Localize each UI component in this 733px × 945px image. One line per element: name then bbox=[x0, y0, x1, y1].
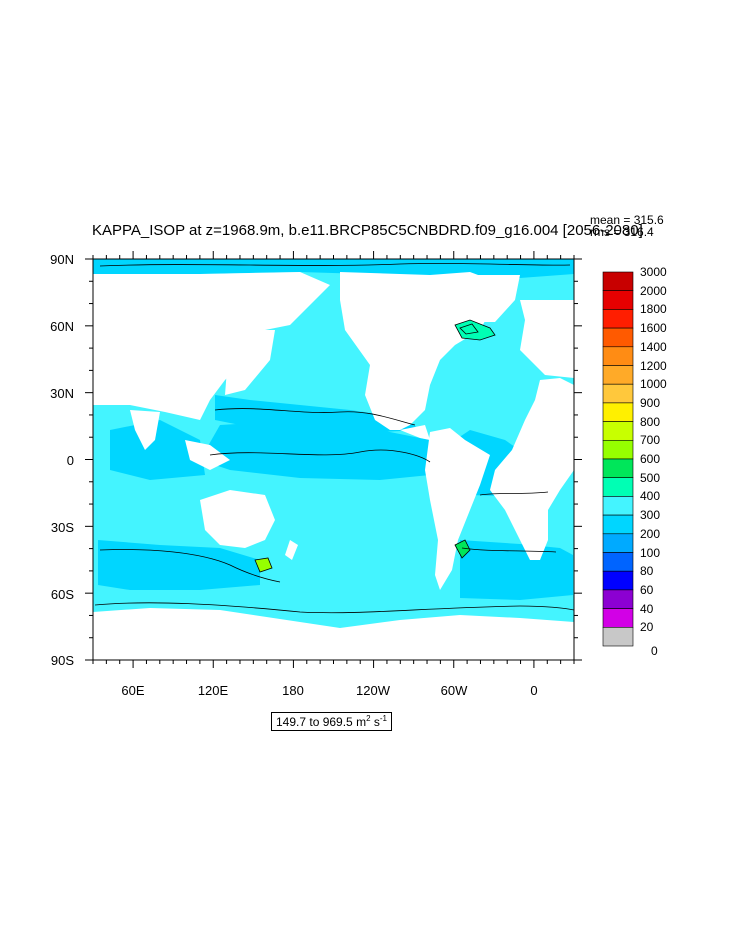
colorbar-level-label: 40 bbox=[640, 601, 654, 616]
map-field bbox=[93, 259, 574, 660]
india bbox=[130, 410, 160, 450]
south-america bbox=[425, 428, 490, 590]
equatorial-pacific-band bbox=[200, 420, 430, 480]
indian-ocean-north-zone bbox=[110, 420, 205, 480]
africa bbox=[490, 378, 574, 560]
eurasia bbox=[93, 272, 330, 420]
range-unit-s-exp: -1 bbox=[379, 714, 387, 723]
maritime-islands bbox=[185, 440, 230, 470]
contour-south-atlantic bbox=[461, 547, 557, 553]
central-america bbox=[400, 425, 430, 440]
colorbar-level-label: 900 bbox=[640, 395, 661, 410]
axis-ticks bbox=[85, 251, 582, 668]
lat-label-90s: 90S bbox=[50, 653, 74, 668]
tasman-patch bbox=[254, 557, 273, 573]
eurasia-east bbox=[225, 330, 275, 395]
colorbar-level-label: 800 bbox=[640, 414, 661, 429]
contour-arctic bbox=[99, 263, 571, 267]
new-zealand bbox=[285, 540, 298, 560]
greenland bbox=[440, 275, 520, 322]
lat-label-equator: 0 bbox=[66, 453, 74, 468]
south-atlantic-patch bbox=[454, 539, 471, 559]
colorbar-level-label: 100 bbox=[640, 545, 661, 560]
range-unit-s: s bbox=[370, 715, 380, 729]
lon-label-60w: 60W bbox=[440, 683, 468, 698]
colorbar-level-label: 700 bbox=[640, 433, 661, 448]
range-unit-m-exp: 2 bbox=[366, 714, 371, 723]
contour-equatorial bbox=[209, 449, 431, 463]
high-value-patches bbox=[254, 319, 496, 573]
value-range-box: 149.7 to 969.5 m2 s-1 bbox=[271, 712, 392, 731]
colorbar-level-label: 300 bbox=[640, 508, 661, 523]
colorbar-level-label: 1400 bbox=[640, 339, 667, 354]
southern-atlantic-zone bbox=[460, 540, 573, 600]
antarctica bbox=[93, 608, 574, 660]
europe-north-africa bbox=[520, 300, 574, 378]
southern-ocean-indian-zone bbox=[98, 540, 260, 590]
contour-north-pacific bbox=[214, 408, 416, 426]
colorbar-level-label: 1200 bbox=[640, 358, 667, 373]
colorbar-level-label: 1600 bbox=[640, 321, 667, 336]
range-text: 149.7 to 969.5 m bbox=[276, 715, 367, 729]
lat-label-60s: 60S bbox=[50, 587, 74, 602]
lon-label-120w: 120W bbox=[356, 683, 390, 698]
lat-label-30s: 30S bbox=[50, 520, 74, 535]
colorbar-level-label: 80 bbox=[640, 564, 654, 579]
australia bbox=[200, 490, 275, 548]
lon-label-120e: 120E bbox=[197, 683, 229, 698]
colorbar-level-label: 600 bbox=[640, 452, 661, 466]
colorbar-level-label: 20 bbox=[640, 620, 654, 635]
lon-label-0: 0 bbox=[530, 683, 538, 698]
contour-southern-ocean bbox=[99, 549, 281, 583]
lon-label-180: 180 bbox=[282, 683, 304, 698]
contour-lines bbox=[94, 263, 574, 614]
colorbar-level-label: 500 bbox=[640, 470, 661, 485]
colorbar-level-label: 1800 bbox=[640, 302, 667, 317]
rms-value: rms = 316.4 bbox=[590, 225, 654, 239]
colorbar-level-label: 400 bbox=[640, 489, 661, 504]
colorbar-level-label: 3000 bbox=[640, 265, 667, 279]
north-pacific-zone bbox=[215, 395, 420, 432]
colorbar-level-label: 60 bbox=[640, 582, 654, 597]
land-masses bbox=[93, 272, 574, 660]
contour-antarctic bbox=[94, 602, 574, 614]
plot-title: KAPPA_ISOP at z=1968.9m, b.e11.BRCP85C5C… bbox=[92, 222, 643, 239]
colorbar-level-label: 0 bbox=[651, 644, 658, 658]
mean-value: mean = 315.6 bbox=[590, 213, 664, 227]
colorbar-level-label: 2000 bbox=[640, 283, 667, 298]
lat-label-30n: 30N bbox=[50, 386, 74, 401]
lat-label-90n: 90N bbox=[50, 252, 74, 267]
colorbar-level-label: 1000 bbox=[640, 377, 667, 392]
lon-label-60e: 60E bbox=[121, 683, 145, 698]
colorbar-level-label: 200 bbox=[640, 526, 661, 541]
labrador-core-patch bbox=[459, 323, 479, 335]
contour-atlantic bbox=[479, 491, 549, 496]
lat-label-60n: 60N bbox=[50, 319, 74, 334]
